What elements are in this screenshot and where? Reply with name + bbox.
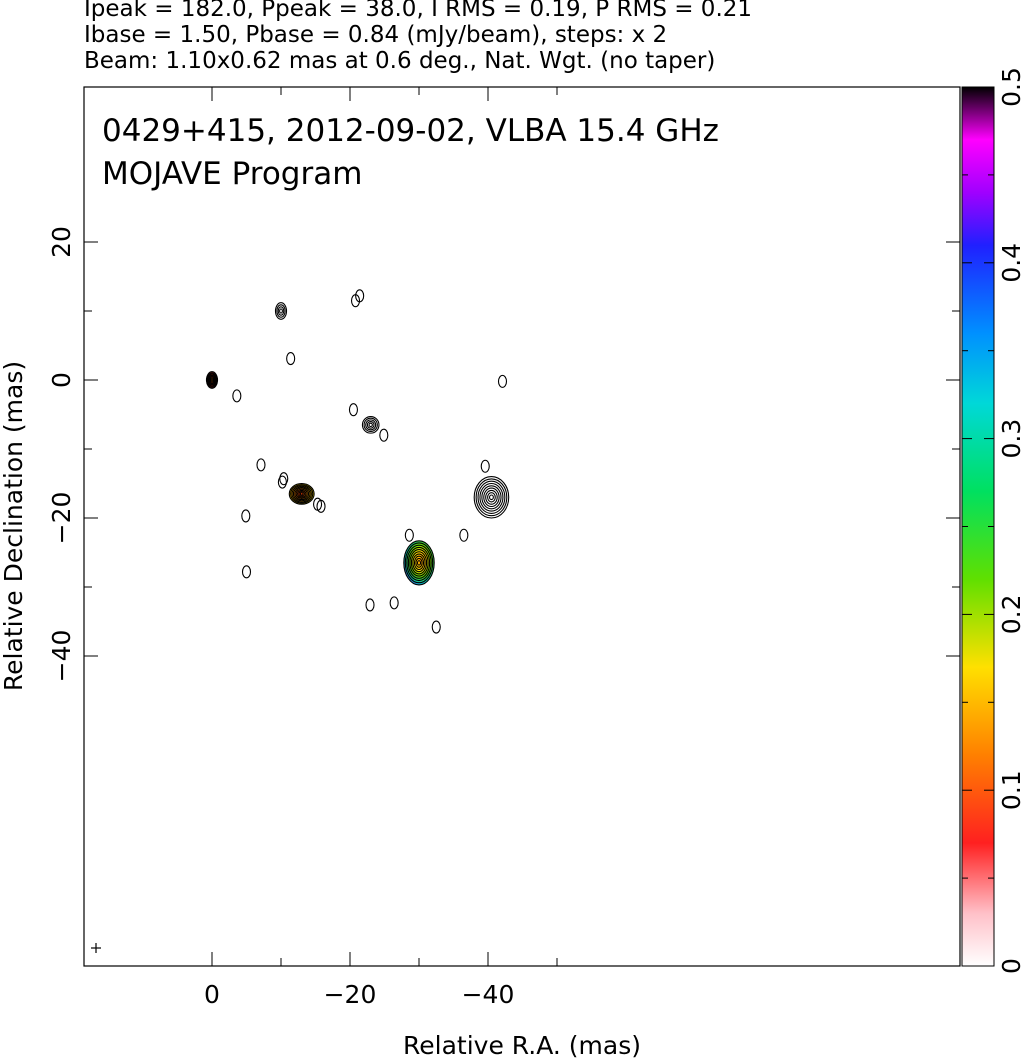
contour-line [207,373,217,387]
contour-line [291,485,312,503]
header-line-3: Beam: 1.10x0.62 mas at 0.6 deg., Nat. Wg… [84,48,716,74]
contour-line [205,371,219,389]
x-tick-label: 0 [204,980,220,1009]
noise-contour [279,472,289,486]
contour-line [366,420,375,429]
noise-contour [277,475,287,489]
noise-contour [241,565,252,579]
noise-contour [459,528,469,542]
contour-line [277,306,285,316]
plot-title: 0429+415, 2012-09-02, VLBA 15.4 GHz [102,113,719,149]
colorbar-tick-label: 0.4 [997,243,1022,283]
noise-contour [480,459,490,473]
contour-line [295,488,308,499]
colorbar-tick-label: 0.1 [997,770,1022,810]
contour-line [475,478,508,517]
colorbar-tick-label: 0.5 [997,67,1022,107]
plot-area [205,289,510,634]
noise-contour [316,499,326,513]
noise-contour [497,374,508,388]
noise-contour [241,509,251,523]
contour-line [407,546,431,579]
noise-contour [379,428,389,442]
contour-line [298,491,306,497]
contour-line [290,484,314,504]
contour-line [403,540,435,586]
header-line-2: Ibase = 1.50, Pbase = 0.84 (mJy/beam), s… [84,22,668,48]
plot-frame [83,86,961,967]
contour-line [477,480,506,514]
source-component [403,540,435,586]
noise-contour [350,294,361,308]
contour-line [481,485,502,510]
noise-contour [431,620,441,634]
colorbar-tick-label: 0.3 [997,419,1022,459]
source-component [473,476,510,519]
x-tick-label: −40 [462,980,515,1009]
contour-line [368,422,373,428]
contour-line [279,308,283,314]
noise-contour [286,352,296,366]
noise-contour [389,596,399,610]
colorbar-tick-label: 0 [997,958,1022,974]
contour-line [487,492,496,503]
contour-line [209,377,215,383]
noise-contour [348,403,359,417]
contour-line [415,557,423,568]
contour-line [416,560,422,566]
contour-line [210,378,214,382]
contour-line [483,487,500,508]
x-tick-label: −20 [324,980,377,1009]
contour-line [276,304,286,318]
source-component [205,371,219,389]
contour-line [409,549,429,577]
contour-line [288,482,315,505]
noise-contour [232,389,242,403]
contour-line [292,486,311,502]
contour-line [297,489,307,498]
contour-line [488,494,494,501]
contour-line [406,544,432,582]
contour-line [274,302,288,320]
y-tick-label: 20 [47,226,76,258]
x-axis-label: Relative R.A. (mas) [403,1031,641,1060]
y-tick-label: −40 [47,630,76,683]
plot-subtitle: MOJAVE Program [102,156,362,192]
contour-line [294,487,310,501]
contour-line [365,419,377,431]
contour-line [410,551,428,575]
contour-line [206,372,218,388]
noise-contour [365,598,375,612]
source-component [288,482,315,505]
y-tick-label: 0 [47,372,76,388]
source-component [274,302,288,320]
source-component [361,416,380,434]
contour-line [473,476,510,519]
noise-contour [404,528,414,542]
contour-line [412,553,426,573]
contour-line [208,374,216,386]
noise-contour [256,458,266,472]
contour-line [363,417,378,433]
colorbar: 0 0.1 0.2 0.3 0.4 0.5 [961,67,1022,974]
y-axis-label: Relative Declination (mas) [0,361,28,691]
colorbar-tick-label: 0.2 [997,595,1022,635]
contour-line [404,542,434,584]
contour-line [413,555,425,571]
contour-line [361,416,380,434]
contour-line [209,375,215,385]
contour-line [485,489,498,505]
y-tick-label: −20 [47,492,76,545]
header-line-1: Ipeak = 182.0, Ppeak = 38.0, I RMS = 0.1… [84,0,753,22]
contour-line [299,492,304,496]
contour-line [479,482,504,512]
axes: 0 −20 −40 20 0 −20 −40 [47,86,961,1009]
